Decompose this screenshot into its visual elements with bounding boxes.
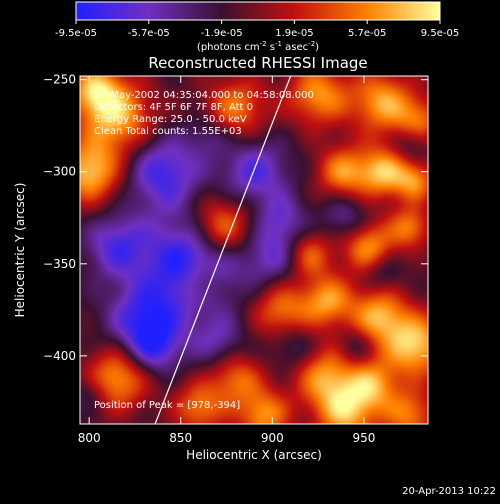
colorbar: -9.5e-05 -5.7e-05 -1.9e-05 1.9e-05 5.7e-05 9.… (55, 1, 459, 53)
x-axis-ticks: 800 850 900 950 (78, 76, 375, 445)
solar-limb-line (154, 76, 292, 424)
colorbar-unit-sup2: -1 (275, 40, 282, 48)
colorbar-tick-label: 9.5e-05 (421, 28, 459, 39)
colorbar-unit-close: ) (315, 42, 319, 53)
chart-title: Reconstructed RHESSI Image (148, 54, 367, 72)
annotation-energy: Energy Range: 25.0 - 50.0 keV (94, 114, 247, 125)
plot-frame (79, 75, 429, 425)
x-tick-label: 900 (261, 431, 284, 445)
colorbar-unit-label: (photons cm-2 s-1 asec-2) (197, 40, 319, 53)
timestamp-footer: 20-Apr-2013 10:22 (402, 486, 496, 497)
colorbar-ticks: -9.5e-05 -5.7e-05 -1.9e-05 1.9e-05 5.7e-05 9.… (55, 20, 459, 39)
y-tick-label: −400 (43, 349, 76, 363)
annotation-clean: Clean Total counts: 1.55E+03 (94, 126, 242, 137)
heatmap-image (80, 76, 428, 424)
y-tick-label: −300 (43, 165, 76, 179)
x-axis-label: Heliocentric X (arcsec) (186, 448, 322, 462)
colorbar-unit-sup3: -2 (308, 40, 315, 48)
colorbar-gradient (75, 1, 441, 21)
colorbar-unit-sup1: -2 (260, 40, 267, 48)
annotation-detectors: Detectors: 4F 5F 6F 7F 8F, Att 0 (94, 102, 253, 113)
plot-area: 800 850 900 950 −250 −300 −350 −400 23-May-200… (43, 73, 429, 445)
annotation-time-range: 23-May-2002 04:35:04.000 to 04:58:08.000 (94, 90, 314, 101)
colorbar-tick-label: -9.5e-05 (55, 28, 97, 39)
y-tick-label: −250 (43, 73, 76, 87)
x-tick-label: 850 (169, 431, 192, 445)
colorbar-unit-mid: s (267, 42, 275, 53)
y-axis-label: Heliocentric Y (arcsec) (13, 183, 27, 318)
colorbar-tick-label: 1.9e-05 (275, 28, 313, 39)
colorbar-tick-label: -1.9e-05 (201, 28, 243, 39)
x-tick-label: 800 (78, 431, 101, 445)
colorbar-unit-main: (photons cm (197, 42, 260, 53)
colorbar-tick-label: -5.7e-05 (128, 28, 170, 39)
x-tick-label: 950 (352, 431, 375, 445)
colorbar-tick-label: 5.7e-05 (348, 28, 386, 39)
y-axis-ticks: −250 −300 −350 −400 (43, 73, 428, 363)
colorbar-unit-asec: asec (282, 42, 308, 53)
annotation-peak: Position of Peak = [978,-394] (94, 400, 240, 411)
y-tick-label: −350 (43, 257, 76, 271)
